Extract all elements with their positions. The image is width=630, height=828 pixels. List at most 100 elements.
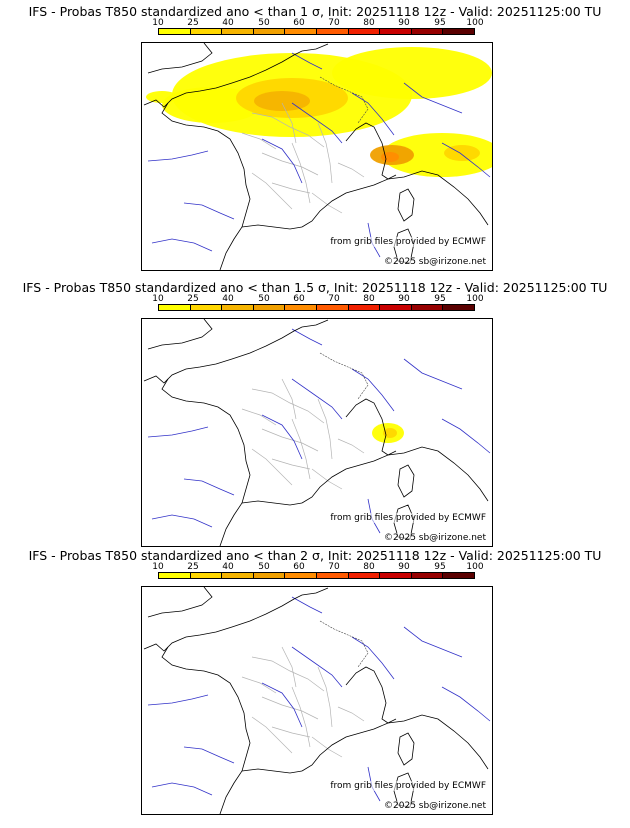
scale-label: 100 [466, 562, 484, 572]
admin-boundary [251, 656, 325, 692]
river [261, 682, 303, 728]
coastline [147, 43, 213, 74]
scale-swatch [285, 573, 317, 578]
admin-boundary [241, 408, 277, 426]
river [261, 414, 303, 460]
river [291, 596, 323, 614]
scale-label: 25 [187, 562, 199, 572]
river [441, 686, 491, 722]
river [351, 92, 395, 136]
scale-swatch [222, 29, 254, 34]
scale-swatch [443, 29, 474, 34]
scale-swatch [348, 29, 381, 34]
river [147, 150, 209, 162]
scale-label: 50 [258, 562, 270, 572]
color-scale-labels: 10 25 40 50 60 70 80 90 95 100 [152, 18, 483, 28]
admin-boundary [261, 152, 319, 176]
coastline [387, 170, 489, 226]
panel-title: IFS - Probas T850 standardized ano < tha… [22, 280, 608, 295]
scale-label: 90 [398, 294, 410, 304]
scale-swatch [316, 573, 349, 578]
coastline [241, 768, 303, 774]
country-border [319, 352, 369, 400]
river [351, 368, 395, 412]
river [291, 646, 343, 688]
scale-swatch [222, 573, 254, 578]
scale-swatch [316, 29, 349, 34]
scale-swatch [159, 29, 191, 34]
scale-swatch [380, 29, 412, 34]
river [183, 746, 235, 764]
color-scale-labels: 10 25 40 50 60 70 80 90 95 100 [152, 294, 483, 304]
scale-swatch [411, 573, 444, 578]
river [261, 138, 303, 184]
scale-label: 50 [258, 294, 270, 304]
admin-boundary [291, 418, 311, 480]
scale-label: 90 [398, 18, 410, 28]
scale-label: 95 [434, 562, 446, 572]
admin-boundary [251, 388, 325, 424]
admin-boundary [311, 736, 343, 758]
admin-boundary [281, 102, 297, 144]
scale-swatch [380, 573, 412, 578]
scale-label: 95 [434, 294, 446, 304]
probability-area [381, 152, 399, 162]
probability-map: from grib files provided by ECMWF ©2025 … [141, 42, 493, 271]
river [351, 636, 395, 680]
scale-swatch [316, 305, 349, 310]
coastline [345, 666, 389, 724]
scale-label: 70 [328, 562, 340, 572]
coastline [387, 446, 489, 502]
admin-boundary [311, 468, 343, 490]
admin-boundary [281, 646, 297, 688]
source-credit: from grib files provided by ECMWF [330, 781, 486, 791]
country-border [319, 76, 369, 124]
scale-label: 40 [222, 294, 234, 304]
river [147, 694, 209, 706]
coastline [161, 102, 251, 270]
coastline [301, 450, 397, 504]
source-credit: from grib files provided by ECMWF [330, 513, 486, 523]
admin-boundary [317, 398, 333, 460]
scale-label: 90 [398, 562, 410, 572]
country-border [319, 620, 369, 668]
map-canvas [143, 587, 491, 814]
scale-label: 60 [293, 562, 305, 572]
river [403, 358, 463, 390]
river [291, 328, 323, 346]
scale-swatch [159, 305, 191, 310]
river [403, 626, 463, 658]
admin-boundary [251, 716, 293, 754]
coastline [241, 500, 303, 506]
coastline [143, 587, 329, 652]
river [151, 514, 213, 528]
coastline [143, 43, 329, 108]
river [441, 142, 491, 178]
river [151, 782, 213, 796]
scale-swatch [443, 573, 474, 578]
scale-swatch [380, 305, 412, 310]
scale-swatch [253, 305, 286, 310]
scale-label: 60 [293, 18, 305, 28]
scale-label: 70 [328, 18, 340, 28]
coastline [161, 378, 251, 546]
river [291, 52, 323, 70]
probability-map: from grib files provided by ECMWF ©2025 … [141, 318, 493, 547]
scale-label: 40 [222, 562, 234, 572]
admin-boundary [291, 142, 311, 204]
color-scale-labels: 10 25 40 50 60 70 80 90 95 100 [152, 562, 483, 572]
scale-swatch [159, 573, 191, 578]
coastline [301, 718, 397, 772]
river [291, 378, 343, 420]
coastline [143, 319, 329, 384]
probability-area [332, 47, 492, 99]
admin-boundary [261, 428, 319, 452]
admin-boundary [251, 112, 325, 148]
scale-swatch [348, 573, 381, 578]
scale-label: 40 [222, 18, 234, 28]
admin-boundary [281, 378, 297, 420]
scale-label: 25 [187, 294, 199, 304]
admin-boundary [241, 132, 277, 150]
island-corsica [397, 188, 415, 222]
scale-swatch [443, 305, 474, 310]
